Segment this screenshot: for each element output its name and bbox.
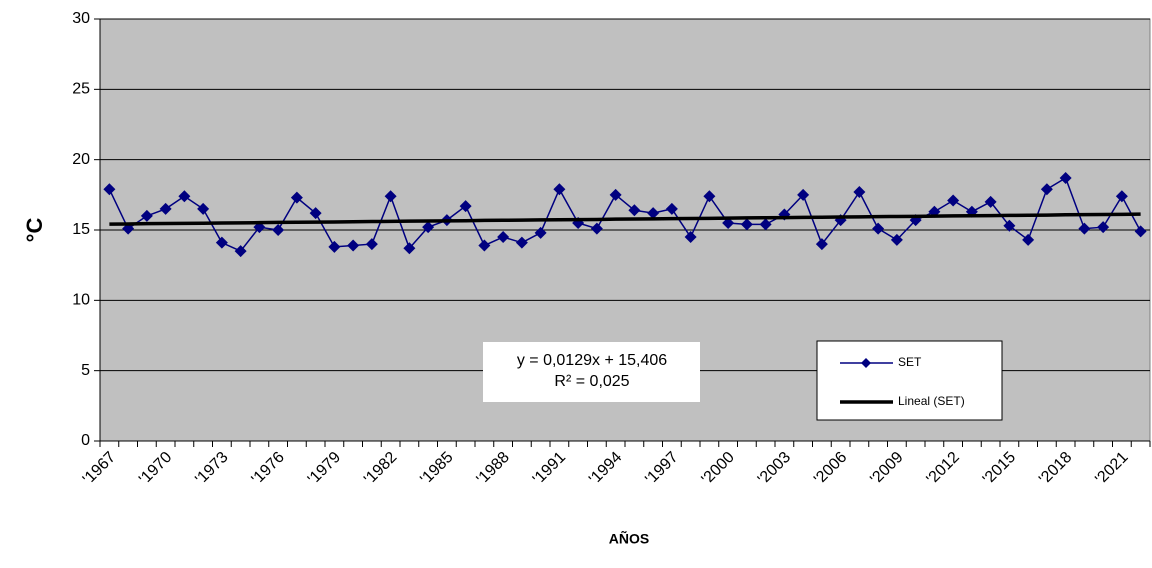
data-point <box>553 183 566 196</box>
data-point <box>347 239 360 252</box>
x-tick-label: '1970 <box>136 449 175 488</box>
y-tick-label: 25 <box>72 81 90 98</box>
data-point <box>890 233 903 246</box>
x-tick-label: '2018 <box>1036 449 1075 488</box>
x-tick-label: '1976 <box>249 449 288 488</box>
x-tick-label: '1979 <box>305 449 344 488</box>
data-point <box>647 207 660 220</box>
data-point <box>178 190 191 203</box>
data-point <box>403 242 416 255</box>
data-point <box>815 238 828 251</box>
data-point <box>740 218 753 231</box>
data-point <box>759 218 772 231</box>
data-point <box>984 195 997 208</box>
data-point <box>1097 221 1110 234</box>
legend-label: Lineal (SET) <box>898 394 965 408</box>
data-point <box>853 186 866 199</box>
data-point <box>1040 183 1053 196</box>
annotation-box <box>483 342 700 402</box>
x-axis-label: AÑOS <box>609 530 649 547</box>
y-tick-label: 30 <box>72 10 90 27</box>
data-point <box>1134 225 1147 238</box>
annotation: y = 0,0129x + 15,406 <box>517 352 667 369</box>
x-tick-label: '2000 <box>699 449 738 488</box>
data-point <box>215 236 228 249</box>
legend <box>816 340 1003 421</box>
x-tick-label: '2012 <box>924 449 963 488</box>
y-tick-label: 15 <box>72 221 90 238</box>
x-tick-label: '1997 <box>642 449 681 488</box>
data-point <box>872 222 885 235</box>
data-point <box>497 231 510 244</box>
annotation: R² = 0,025 <box>554 373 629 390</box>
data-point <box>628 204 641 217</box>
data-point <box>197 202 210 215</box>
data-point <box>459 200 472 213</box>
y-tick-label: 10 <box>72 292 90 309</box>
data-point <box>140 209 153 222</box>
x-tick-label: '2021 <box>1092 449 1131 488</box>
data-point <box>272 224 285 236</box>
data-point <box>590 222 603 235</box>
data-point <box>665 202 678 215</box>
x-tick-label: '1985 <box>417 449 456 488</box>
y-tick-label: 0 <box>81 432 90 449</box>
data-point <box>422 221 435 234</box>
data-point <box>234 245 247 258</box>
x-tick-label: '2015 <box>980 449 1019 488</box>
data-point <box>1059 171 1072 184</box>
x-tick-label: '1991 <box>530 449 569 488</box>
data-point <box>534 226 547 239</box>
legend-marker <box>861 358 871 368</box>
trend-line <box>109 212 1141 226</box>
data-point <box>478 239 491 252</box>
data-point <box>1115 190 1128 203</box>
data-point <box>328 240 341 253</box>
x-tick-label: '2006 <box>811 449 850 488</box>
x-tick-label: '1994 <box>586 449 625 488</box>
data-point <box>365 238 378 251</box>
data-point <box>290 191 303 204</box>
data-point <box>1078 222 1091 235</box>
data-point <box>684 231 697 244</box>
data-point <box>1022 233 1035 246</box>
data-point <box>159 202 172 215</box>
data-point <box>309 207 322 220</box>
x-tick-label: '1988 <box>474 449 513 488</box>
x-tick-label: '2009 <box>867 449 906 488</box>
data-point <box>515 236 528 249</box>
x-tick-label: '1982 <box>361 449 400 488</box>
x-tick-label: '1973 <box>192 449 231 488</box>
data-point <box>609 188 622 201</box>
y-tick-label: 20 <box>72 151 90 168</box>
x-tick-label: '2003 <box>755 449 794 488</box>
data-point <box>1003 219 1016 232</box>
x-tick-label: '1967 <box>80 449 119 488</box>
data-point <box>947 194 960 207</box>
y-tick-label: 5 <box>81 362 90 379</box>
data-point <box>384 190 397 203</box>
data-point <box>703 190 716 203</box>
legend-label: SET <box>898 355 922 369</box>
data-point <box>722 216 735 229</box>
data-point <box>103 183 116 196</box>
data-point <box>797 188 810 201</box>
y-axis-label: °C <box>22 218 47 243</box>
